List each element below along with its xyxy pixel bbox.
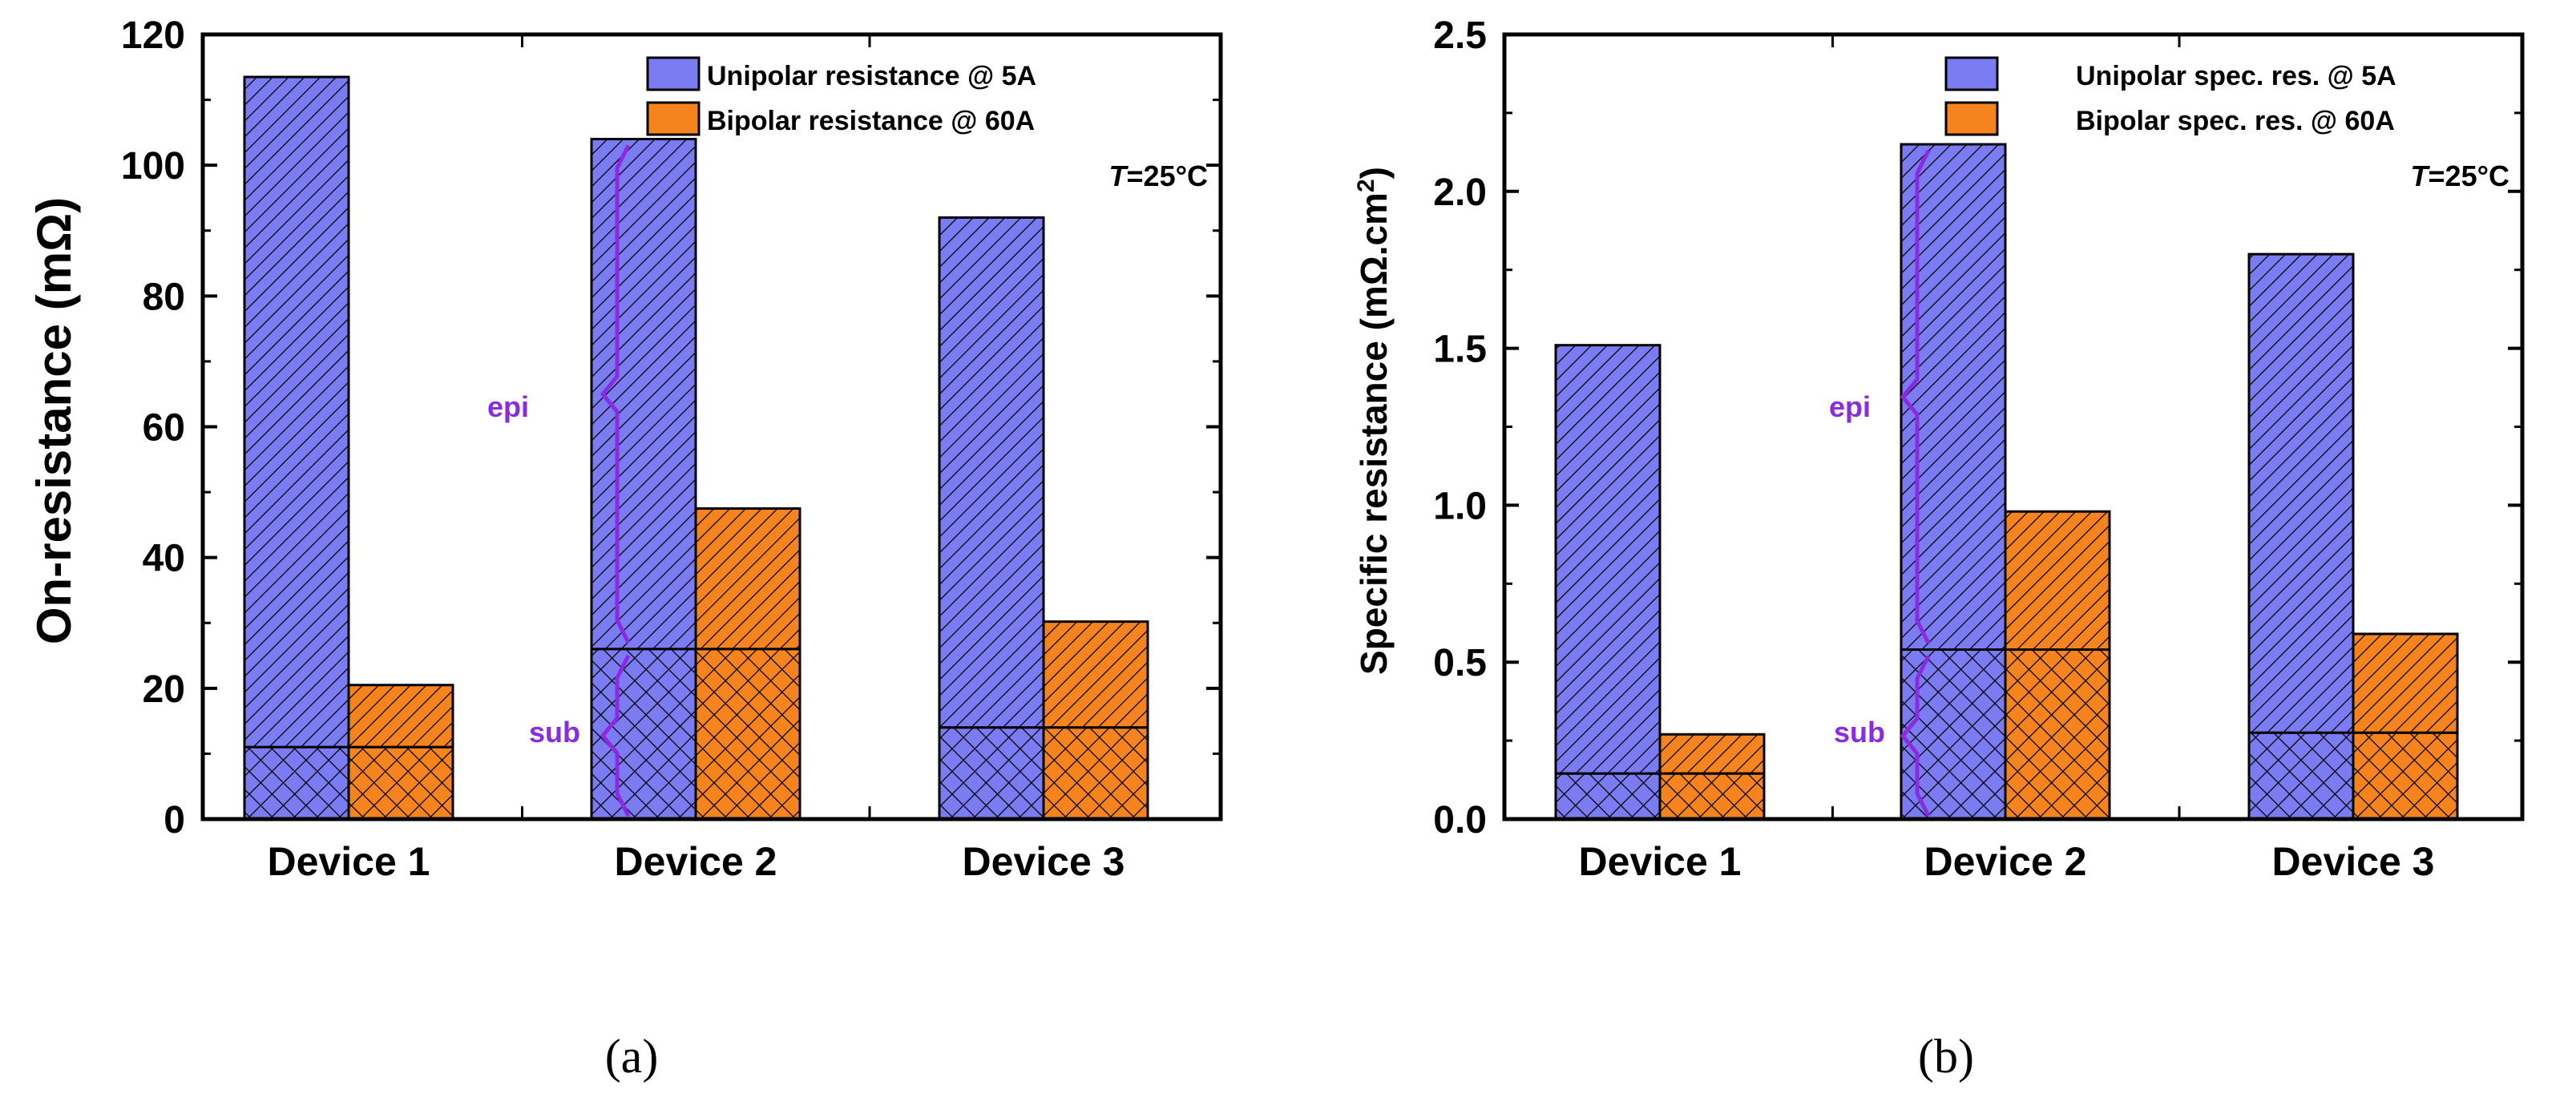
bar-a-unipolar-device-2-epi-hatch	[590, 138, 697, 651]
temperature-symbol-a: T	[1109, 159, 1129, 192]
temperature-annotation-a: T=25°C	[1109, 159, 1208, 192]
bar-b-unipolar-device-1-sub-hatch	[1554, 772, 1661, 821]
legend-b-swatch-bipolar	[1946, 103, 1997, 135]
bar-a-unipolar-device-3-epi-hatch	[938, 216, 1045, 729]
bar-a-bipolar-device-2-sub-hatch	[694, 648, 801, 821]
bar-a-bipolar-device-3-sub-hatch	[1042, 726, 1149, 821]
bar-a-bipolar-device-3-epi-hatch	[1042, 620, 1149, 729]
y-axis-label-b: Specific resistance (mΩ.cm2)	[1353, 167, 1395, 675]
bar-a-unipolar-device-1-sub-hatch	[243, 745, 350, 821]
bar-a-unipolar-device-2-sub-hatch	[590, 648, 697, 821]
bar-b-bipolar-device-2-sub-hatch	[2004, 648, 2111, 821]
plot-area-b: Device 1 Device 2 Device 3 0.0 0.5 1.0 1.5 2.0 2…	[1433, 14, 2525, 884]
y-tick-label-b-2: 1.0	[1433, 485, 1487, 527]
y-axis-label-b-close: )	[1353, 167, 1395, 179]
legend-b-swatch-unipolar	[1946, 58, 1997, 90]
y-tick-label-a-1: 20	[143, 668, 185, 711]
chart-panel-a: Device 1 Device 2 Device 3020406080100120 …	[27, 14, 1223, 1083]
bracket-sub-b	[1900, 655, 1931, 817]
bracket-epi-b	[1900, 149, 1931, 644]
x-tick-label-b-device-2: Device 2	[1924, 839, 2087, 884]
y-tick-label-a-0: 0	[164, 799, 185, 842]
bar-a-bipolar-device-2-epi-hatch	[694, 507, 801, 651]
y-axis-label-b-main: Specific resistance (mΩ.cm	[1353, 192, 1395, 675]
y-tick-label-b-0: 0.0	[1433, 799, 1487, 842]
legend-b-swatch-border-bipolar	[1944, 101, 1999, 136]
x-tick-label-a-device-3: Device 3	[963, 839, 1125, 884]
legend-a-swatch-border-unipolar	[646, 56, 701, 91]
legend-b-unipolar-label: Unipolar spec. res. @ 5A	[2076, 61, 2396, 91]
y-tick-label-a-2: 40	[143, 538, 185, 580]
legend-b-bipolar-label: Bipolar spec. res. @ 60A	[2076, 106, 2395, 136]
x-tick-label-a-device-2: Device 2	[615, 839, 777, 884]
bracket-label-sub-b: sub	[1834, 716, 1885, 749]
temperature-annotation-b: T=25°C	[2411, 159, 2509, 192]
y-tick-label-a-5: 100	[121, 145, 185, 188]
bar-a-unipolar-device-3-sub-hatch	[938, 726, 1045, 821]
bar-b-bipolar-device-3-sub-hatch	[2352, 731, 2459, 821]
temperature-symbol-b: T	[2411, 159, 2431, 192]
y-tick-label-a-4: 80	[143, 276, 185, 318]
legend-a-swatch-bipolar	[648, 103, 699, 135]
x-tick-label-b-device-1: Device 1	[1579, 839, 1742, 884]
x-tick-label-a-device-1: Device 1	[268, 839, 430, 884]
y-tick-label-b-3: 1.5	[1433, 329, 1487, 371]
temperature-value-b: =25°C	[2429, 159, 2509, 192]
plot-area-a: Device 1 Device 2 Device 3 0 20 40 60 80 100 120	[121, 14, 1223, 884]
bracket-label-sub-a: sub	[529, 716, 580, 749]
bracket-epi-a	[600, 144, 631, 644]
y-tick-label-b-4: 2.0	[1433, 172, 1487, 214]
bar-a-bipolar-device-1-epi-hatch	[347, 684, 454, 749]
bar-b-bipolar-device-1-epi-hatch	[1658, 733, 1766, 775]
bracket-label-epi-b: epi	[1829, 390, 1871, 423]
bar-b-unipolar-device-3-epi-hatch	[2247, 252, 2355, 734]
bar-b-bipolar-device-1-sub-hatch	[1658, 772, 1766, 821]
legend-a-unipolar-label: Unipolar resistance @ 5A	[707, 61, 1036, 91]
bar-b-bipolar-device-3-epi-hatch	[2352, 632, 2459, 734]
legend-a-swatch-unipolar	[648, 58, 699, 90]
chart-panel-b: Device 1 Device 2 Device 3 0.0 0.5 1.0 1.5 2.0 2…	[1353, 14, 2525, 1083]
y-axis-label-a: On-resistance (mΩ)	[27, 197, 81, 644]
y-tick-label-b-5: 2.5	[1433, 14, 1487, 57]
y-tick-label-b-1: 0.5	[1433, 642, 1487, 684]
bar-b-unipolar-device-3-sub-hatch	[2247, 731, 2355, 821]
bracket-sub-a	[600, 654, 631, 817]
legend-a-bipolar-label: Bipolar resistance @ 60A	[707, 106, 1035, 136]
panel-label-b: (b)	[1918, 1030, 1974, 1083]
legend-a-swatch-border-bipolar	[646, 101, 701, 136]
bar-b-bipolar-device-2-epi-hatch	[2004, 510, 2111, 652]
y-tick-label-a-3: 60	[143, 407, 185, 450]
panel-label-a: (a)	[605, 1030, 659, 1083]
legend-b-swatch-border-unipolar	[1944, 56, 1999, 91]
bracket-label-epi-a: epi	[487, 390, 529, 423]
y-axis-label-b-sup: 2	[1353, 179, 1379, 192]
bar-b-unipolar-device-1-epi-hatch	[1554, 344, 1661, 775]
bar-a-bipolar-device-1-sub-hatch	[347, 745, 454, 821]
x-tick-label-b-device-3: Device 3	[2272, 839, 2435, 884]
y-tick-label-a-6: 120	[121, 14, 185, 57]
temperature-value-a: =25°C	[1127, 159, 1208, 192]
bar-a-unipolar-device-1-epi-hatch	[243, 75, 350, 749]
